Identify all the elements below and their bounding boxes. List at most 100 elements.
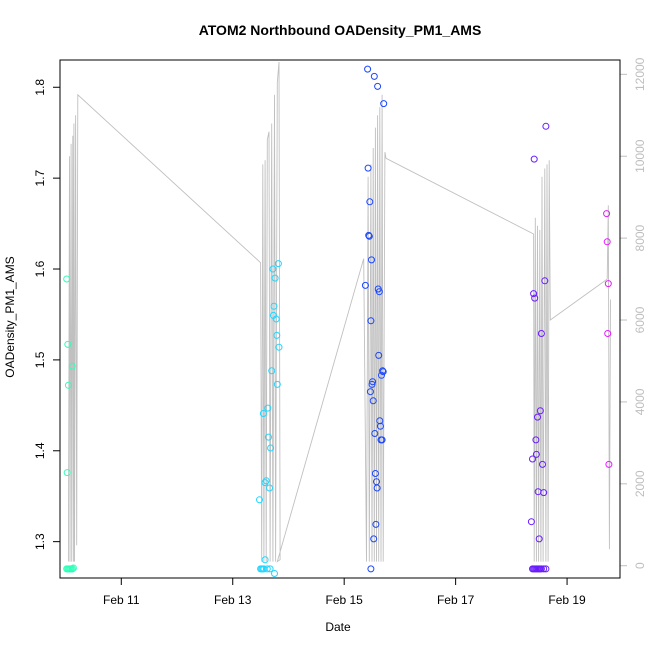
y-tick-label: 1.8 [33, 79, 47, 96]
y-tick-label: 1.7 [33, 169, 47, 186]
plot-frame [59, 59, 621, 579]
data-point [256, 496, 263, 504]
y2-tick-label: 2000 [633, 470, 647, 497]
data-point [374, 82, 382, 90]
axes-layer: Feb 11 Feb 13 Feb 15 Feb 17 Feb 19 1.3 1.4 1.5 1… [33, 57, 647, 607]
data-point [542, 565, 550, 573]
data-point [263, 565, 271, 573]
data-point [527, 518, 535, 526]
data-point [63, 469, 71, 477]
data-point [371, 430, 379, 437]
data-point [261, 556, 269, 564]
y-tick-label: 1.5 [33, 351, 47, 368]
data-point [64, 381, 72, 389]
data-point [535, 535, 543, 543]
y2-tick-label: 0 [633, 562, 647, 569]
data-point [272, 315, 280, 323]
y-tick-label: 1.3 [33, 533, 47, 550]
altitude-trace-layer [67, 61, 611, 563]
data-point [531, 294, 539, 302]
data-point [536, 407, 544, 415]
data-point [267, 444, 275, 452]
data-point [69, 564, 77, 572]
y2-tick-label: 12000 [633, 57, 647, 91]
y2-tick-label: 4000 [633, 388, 647, 415]
data-point [63, 275, 71, 283]
data-point [605, 460, 613, 468]
data-point [370, 72, 378, 80]
data-point [366, 198, 374, 206]
y-tick-label: 1.6 [33, 260, 47, 277]
data-point [367, 317, 375, 325]
data-point [68, 565, 76, 573]
data-point [369, 397, 377, 405]
data-point [376, 422, 384, 430]
data-point [266, 484, 273, 492]
x-tick-label: Feb 17 [437, 593, 475, 607]
data-point [541, 277, 549, 285]
data-point [365, 232, 373, 240]
x-tick-label: Feb 13 [214, 593, 252, 607]
altitude-trace-line [67, 61, 611, 563]
y-tick-label: 1.4 [33, 442, 47, 459]
data-point [532, 450, 540, 458]
data-point [542, 122, 550, 130]
data-point [376, 417, 384, 425]
data-point [540, 565, 548, 573]
data-point [264, 404, 272, 412]
data-point [540, 489, 548, 497]
x-axis-label: Date [325, 620, 351, 634]
data-point [261, 479, 269, 487]
data-point [604, 280, 612, 288]
data-point [380, 100, 388, 108]
data-point [530, 155, 538, 163]
x-tick-label: Feb 19 [548, 593, 586, 607]
data-points-layer [63, 65, 613, 577]
data-point [271, 274, 279, 282]
data-point [269, 265, 277, 273]
data-point [379, 368, 387, 376]
data-point [375, 288, 383, 296]
data-point [534, 413, 541, 421]
data-point [275, 343, 283, 351]
data-point [364, 164, 372, 172]
x-tick-label: Feb 15 [325, 593, 363, 607]
data-point [364, 65, 372, 73]
data-point [68, 362, 76, 370]
data-point [270, 302, 278, 310]
data-point [539, 460, 546, 468]
data-point [375, 351, 383, 359]
data-point [264, 433, 272, 441]
chart-title: ATOM2 Northbound OADensity_PM1_AMS [199, 22, 482, 38]
data-point [537, 565, 545, 573]
data-point [367, 565, 375, 573]
data-point [529, 455, 536, 463]
data-point [361, 281, 369, 289]
data-point [378, 371, 385, 379]
y2-tick-label: 6000 [633, 306, 647, 333]
data-point [266, 565, 274, 573]
data-point [604, 330, 612, 337]
data-point [273, 380, 281, 388]
data-point [530, 290, 538, 298]
data-point [268, 367, 276, 375]
data-point [370, 535, 378, 543]
data-point [603, 210, 611, 218]
data-point [371, 470, 379, 477]
data-point [378, 436, 386, 444]
y2-tick-label: 10000 [633, 139, 647, 173]
data-point [373, 484, 381, 492]
data-point [368, 256, 375, 264]
data-point [372, 520, 380, 528]
data-point [603, 238, 611, 246]
y-axis-label: OADensity_PM1_AMS [3, 256, 17, 377]
x-tick-label: Feb 11 [103, 593, 140, 607]
data-point [537, 330, 545, 337]
data-point [271, 570, 278, 577]
data-point [259, 410, 267, 417]
data-point [369, 378, 377, 386]
data-point [273, 331, 281, 339]
data-point [262, 477, 270, 485]
data-point [274, 260, 282, 268]
